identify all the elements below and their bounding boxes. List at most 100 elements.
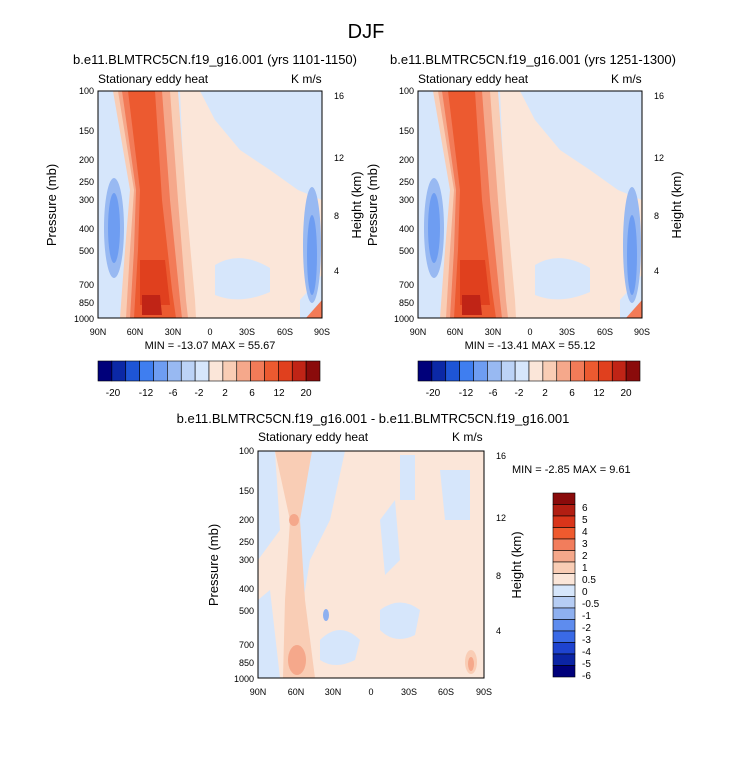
svg-text:150: 150: [239, 486, 254, 496]
colorbar-swatch: [459, 360, 474, 382]
units-label: K m/s: [452, 430, 483, 444]
contour-field: [97, 90, 323, 319]
svg-text:90N: 90N: [250, 687, 267, 697]
svg-text:100: 100: [79, 86, 94, 96]
svg-text:5: 5: [582, 515, 588, 526]
y-axis-pressure: 100 150 200 250 300 400 500 700 850 1000…: [365, 86, 414, 324]
y-axis-pressure: 100 150 200 250 300 400 500 700 850 1000…: [44, 86, 94, 324]
svg-text:60N: 60N: [447, 327, 464, 337]
svg-text:200: 200: [79, 155, 94, 165]
svg-text:60N: 60N: [127, 327, 144, 337]
svg-text:20: 20: [300, 388, 312, 399]
svg-text:90N: 90N: [410, 327, 427, 337]
svg-text:-1: -1: [582, 611, 591, 622]
colorbar-swatch: [180, 360, 196, 382]
y-axis-height: 16 12 8 4 Height (km): [654, 91, 684, 276]
field-positive-20: [142, 295, 162, 315]
svg-text:12: 12: [593, 388, 605, 399]
colorbar-swatch: [552, 596, 576, 609]
field-negative-4: [108, 193, 120, 263]
colorbar-swatch: [153, 360, 168, 382]
svg-text:-20: -20: [426, 388, 441, 399]
svg-text:250: 250: [239, 537, 254, 547]
svg-text:200: 200: [239, 515, 254, 525]
svg-text:700: 700: [79, 280, 94, 290]
svg-text:4: 4: [582, 527, 588, 538]
svg-text:60N: 60N: [288, 687, 305, 697]
svg-text:-20: -20: [106, 388, 121, 399]
colorbar-vertical: 6 5 4 3 2 1 0.5 0 -0.5 -1 -2 -3 -4 -5 -6: [552, 492, 600, 682]
svg-text:100: 100: [239, 446, 254, 456]
colorbar-swatch: [552, 561, 576, 574]
colorbar-swatch: [417, 360, 433, 382]
svg-text:90S: 90S: [314, 327, 330, 337]
x-axis: 90N 60N 30N 0 30S 60S 90S: [410, 327, 650, 337]
x-axis: 90N 60N 30N 0 30S 60S 90S: [250, 687, 492, 697]
contour-field: [417, 90, 643, 319]
svg-text:300: 300: [239, 555, 254, 565]
colorbar-swatch: [250, 360, 265, 382]
svg-text:6: 6: [249, 388, 255, 399]
svg-text:1000: 1000: [234, 674, 254, 684]
svg-text:850: 850: [399, 298, 414, 308]
svg-text:30S: 30S: [239, 327, 255, 337]
colorbar-swatch: [556, 360, 571, 382]
colorbar-swatch: [194, 360, 210, 382]
units-label: K m/s: [291, 72, 322, 86]
colorbar-swatch: [445, 360, 460, 382]
svg-text:300: 300: [399, 195, 414, 205]
svg-text:30S: 30S: [401, 687, 417, 697]
colorbar-swatch: [473, 360, 488, 382]
colorbar-swatch: [598, 360, 613, 382]
svg-text:-4: -4: [582, 647, 591, 658]
field-negative-weak: [200, 91, 322, 200]
plot-frame: [257, 450, 485, 679]
svg-text:0.5: 0.5: [582, 575, 596, 586]
svg-text:4: 4: [496, 626, 501, 636]
units-label: K m/s: [611, 72, 642, 86]
svg-text:12: 12: [273, 388, 285, 399]
svg-text:100: 100: [399, 86, 414, 96]
svg-text:500: 500: [79, 246, 94, 256]
svg-text:700: 700: [239, 640, 254, 650]
svg-text:-6: -6: [489, 388, 498, 399]
svg-text:60S: 60S: [438, 687, 454, 697]
svg-text:400: 400: [399, 224, 414, 234]
svg-text:-2: -2: [582, 623, 591, 634]
colorbar-swatch: [236, 360, 251, 382]
svg-text:8: 8: [654, 211, 659, 221]
svg-text:-5: -5: [582, 659, 591, 670]
svg-text:60S: 60S: [597, 327, 613, 337]
colorbar-swatch: [552, 550, 576, 563]
y-axis-pressure: 100 150 200 250 300 400 500 700 850 1000…: [206, 446, 254, 684]
svg-text:30N: 30N: [325, 687, 342, 697]
plot-frame: [97, 90, 323, 319]
svg-text:1000: 1000: [74, 314, 94, 324]
colorbar-swatch: [552, 607, 576, 620]
svg-text:0: 0: [527, 327, 532, 337]
colorbar-swatch: [625, 360, 641, 382]
field-positive-surface: [306, 300, 322, 318]
panel-top-right: b.e11.BLMTRC5CN.f19_g16.001 (yrs 1251-13…: [365, 52, 684, 399]
svg-text:2: 2: [582, 551, 588, 562]
svg-text:-12: -12: [139, 388, 154, 399]
colorbar-swatch: [291, 360, 307, 382]
svg-text:400: 400: [79, 224, 94, 234]
colorbar-swatch: [278, 360, 293, 382]
colorbar: -20 -12 -6 -2 2 6 12 20: [417, 360, 641, 399]
colorbar-swatch: [552, 665, 576, 678]
colorbar-swatch: [611, 360, 627, 382]
svg-text:6: 6: [569, 388, 575, 399]
colorbar-swatch: [552, 653, 576, 666]
y-axis-height: 16 12 8 4 Height (km): [496, 451, 524, 636]
field-negative-4: [307, 215, 317, 295]
colorbar-swatch: [552, 584, 576, 597]
colorbar-swatch: [542, 360, 558, 382]
svg-text:90S: 90S: [476, 687, 492, 697]
colorbar-swatch: [552, 619, 576, 632]
svg-text:200: 200: [399, 155, 414, 165]
svg-text:-12: -12: [459, 388, 474, 399]
colorbar-swatch: [97, 360, 113, 382]
svg-text:12: 12: [654, 153, 664, 163]
colorbar-swatch: [500, 360, 516, 382]
